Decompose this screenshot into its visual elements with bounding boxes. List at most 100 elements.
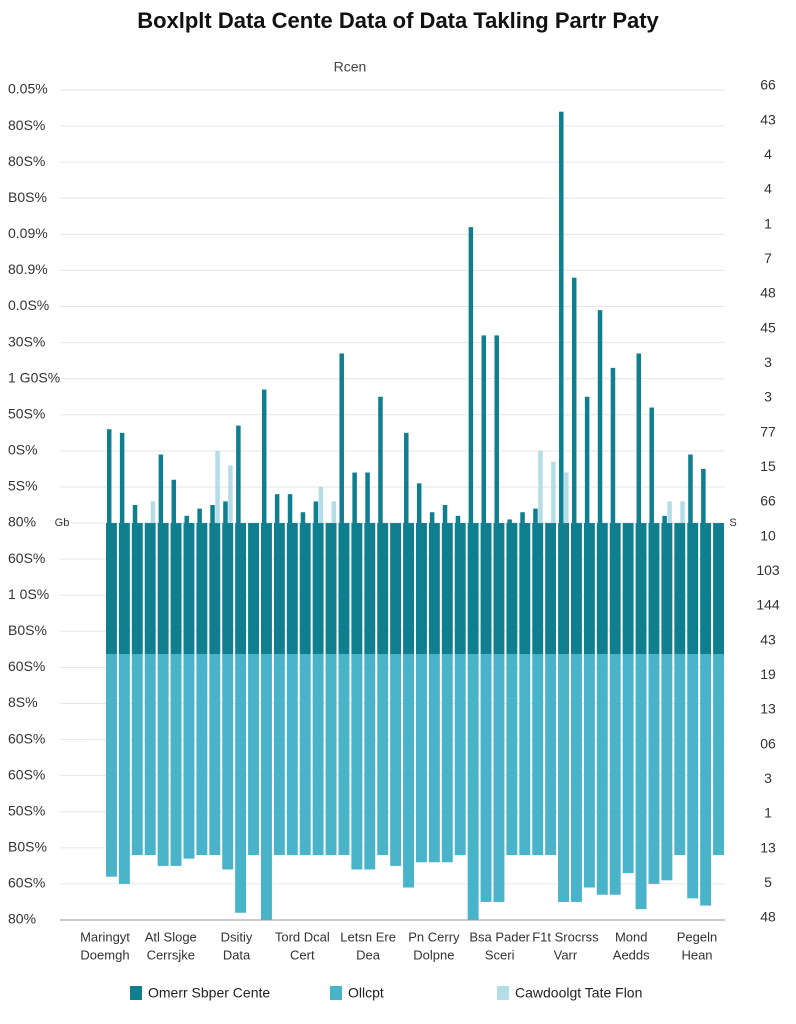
bar	[223, 501, 228, 524]
y2-label: 144	[756, 597, 780, 613]
y-tick-label: 1 G0S%	[8, 369, 60, 385]
bar	[455, 515, 461, 524]
y-tick-label: 8S%	[8, 694, 38, 710]
x-group-label: Data	[223, 947, 251, 962]
bar	[222, 523, 234, 870]
y2-label: 43	[760, 111, 776, 127]
bar	[648, 523, 660, 884]
bar	[713, 523, 724, 856]
bar	[390, 523, 402, 866]
baseline-label: Gb	[55, 517, 70, 529]
baseline-label: S	[729, 517, 736, 529]
y2-label: 1	[764, 805, 772, 821]
bar	[313, 501, 319, 524]
x-group-label: Cert	[290, 947, 315, 962]
x-group-label: Pn Cerry	[408, 929, 460, 944]
y-tick-label: 60S%	[8, 730, 45, 746]
bar	[506, 523, 518, 856]
y2-label: 48	[760, 909, 776, 925]
bar	[533, 508, 538, 524]
bar	[286, 523, 298, 856]
bar	[197, 508, 202, 524]
legend-swatch	[130, 986, 142, 1000]
y-tick-label: 80S%	[8, 117, 45, 133]
y-tick-label: 1 0S%	[8, 586, 49, 602]
bar	[416, 483, 422, 524]
bar	[507, 519, 512, 524]
x-group-label: Dsitiy	[221, 929, 253, 944]
x-group-label: Mond	[615, 929, 648, 944]
y-tick-label: 50S%	[8, 405, 45, 421]
y2-label: 4	[764, 181, 772, 197]
y2-label: 5	[764, 874, 772, 890]
x-group-label: Maringyt	[80, 929, 130, 944]
y2-label: 3	[764, 770, 772, 786]
y2-label: 43	[760, 631, 776, 647]
chart-title: Boxlplt Data Cente Data of Data Takling …	[137, 8, 659, 33]
bar	[454, 523, 466, 856]
bar	[404, 432, 409, 524]
bar	[481, 335, 487, 524]
bar	[596, 523, 608, 895]
y-tick-label: 50S%	[8, 802, 45, 818]
y-tick-label: 0S%	[8, 442, 38, 458]
bar	[442, 505, 448, 524]
bar	[215, 450, 220, 524]
bar	[150, 501, 156, 524]
y-tick-label: 0.0S%	[8, 297, 49, 313]
y-tick-label: B0S%	[8, 622, 47, 638]
bar	[210, 505, 215, 524]
y2-label: 13	[760, 839, 776, 855]
bar	[551, 461, 556, 524]
bar	[571, 523, 582, 902]
y2-label: 19	[760, 666, 776, 682]
y-tick-label: 0.09%	[8, 225, 48, 241]
bar	[583, 523, 595, 888]
bar	[378, 396, 383, 524]
y-tick-label: 60S%	[8, 766, 45, 782]
bar	[701, 468, 706, 524]
bar	[312, 523, 324, 856]
y-tick-label: 80S%	[8, 153, 45, 169]
bar	[649, 407, 654, 524]
bar	[325, 523, 337, 856]
bar	[688, 454, 693, 524]
y-tick-label: 0.05%	[8, 81, 48, 97]
bar	[331, 501, 337, 524]
y-tick-label: 5S%	[8, 478, 38, 494]
y2-label: 66	[760, 77, 776, 93]
x-group-label: Doemgh	[80, 947, 129, 962]
chart-subtitle: Rcen	[334, 59, 367, 75]
x-group-label: Letsn Ere	[340, 929, 396, 944]
x-group-label: Cerrsjke	[147, 947, 195, 962]
bar	[209, 523, 221, 856]
bar	[538, 450, 543, 524]
y-tick-label: B0S%	[8, 839, 47, 855]
bar	[157, 523, 169, 866]
y2-label: 77	[760, 423, 776, 439]
bar	[558, 523, 569, 902]
bar	[273, 523, 285, 856]
bar	[106, 523, 117, 877]
x-group-label: Varr	[554, 947, 578, 962]
bar	[687, 523, 699, 899]
bar	[597, 310, 603, 524]
x-group-label: Pegeln	[677, 929, 717, 944]
y-tick-label: 80%	[8, 514, 36, 530]
x-group-label: Dolpne	[413, 947, 454, 962]
bar	[132, 505, 138, 524]
bar	[118, 523, 130, 884]
bar	[661, 523, 673, 881]
bar	[467, 523, 479, 920]
x-group-label: Sceri	[485, 947, 515, 962]
bar	[403, 523, 414, 888]
bar	[545, 523, 557, 856]
bar	[532, 523, 544, 856]
y-tick-label: 60S%	[8, 550, 45, 566]
legend-label: Omerr Sbper Cente	[148, 985, 270, 1001]
y-tick-label: 60S%	[8, 658, 45, 674]
bar	[300, 512, 306, 524]
bar	[662, 515, 667, 524]
y-tick-label: 80%	[8, 911, 36, 927]
bar	[287, 494, 293, 524]
